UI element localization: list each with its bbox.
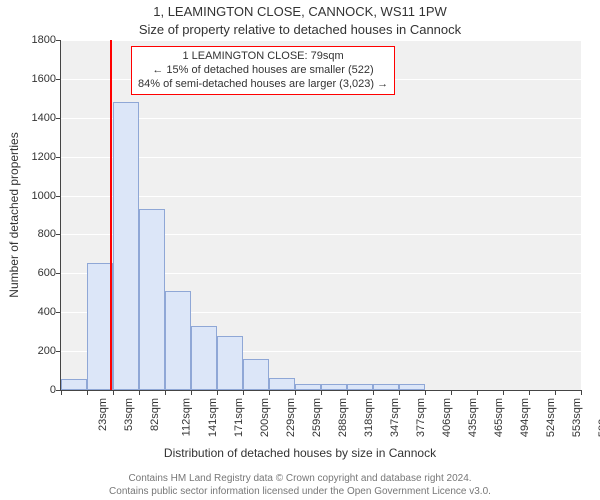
chart-subtitle: Size of property relative to detached ho…	[0, 22, 600, 37]
x-tick-label: 494sqm	[519, 398, 531, 437]
annotation-line-1: 1 LEAMINGTON CLOSE: 79sqm	[138, 50, 388, 64]
histogram-bar	[373, 384, 399, 390]
x-tick-label: 200sqm	[259, 398, 271, 437]
histogram-bar	[243, 359, 269, 390]
histogram-bar	[269, 378, 295, 390]
x-tick	[581, 390, 582, 395]
x-tick-label: 171sqm	[233, 398, 245, 437]
x-tick-label: 318sqm	[363, 398, 375, 437]
histogram-bar	[399, 384, 425, 390]
x-tick-label: 524sqm	[545, 398, 557, 437]
histogram-bar	[87, 263, 113, 390]
footer: Contains HM Land Registry data © Crown c…	[0, 473, 600, 498]
x-tick	[87, 390, 88, 395]
x-tick	[191, 390, 192, 395]
x-tick-label: 406sqm	[441, 398, 453, 437]
y-tick-label: 1600	[16, 73, 56, 85]
x-tick-label: 141sqm	[207, 398, 219, 437]
y-tick-label: 400	[16, 306, 56, 318]
y-tick-label: 600	[16, 267, 56, 279]
annotation-line-3: 84% of semi-detached houses are larger (…	[138, 78, 388, 92]
x-tick	[555, 390, 556, 395]
y-tick-label: 0	[16, 384, 56, 396]
y-tick-label: 1200	[16, 151, 56, 163]
x-tick	[321, 390, 322, 395]
x-tick	[373, 390, 374, 395]
x-tick	[399, 390, 400, 395]
x-tick-label: 259sqm	[311, 398, 323, 437]
histogram-bar	[321, 384, 347, 390]
y-tick	[56, 312, 61, 313]
histogram-bar	[139, 209, 165, 390]
annotation-box: 1 LEAMINGTON CLOSE: 79sqm ← 15% of detac…	[131, 46, 395, 95]
y-tick	[56, 234, 61, 235]
y-tick-label: 1000	[16, 190, 56, 202]
annotation-line-2: ← 15% of detached houses are smaller (52…	[138, 64, 388, 78]
x-tick-label: 347sqm	[389, 398, 401, 437]
x-tick	[451, 390, 452, 395]
x-tick	[61, 390, 62, 395]
x-tick-label: 82sqm	[149, 398, 161, 431]
chart-title: 1, LEAMINGTON CLOSE, CANNOCK, WS11 1PW	[0, 4, 600, 19]
x-tick-label: 465sqm	[493, 398, 505, 437]
x-tick	[503, 390, 504, 395]
gridline	[61, 196, 581, 197]
x-tick-label: 229sqm	[285, 398, 297, 437]
gridline	[61, 40, 581, 41]
y-tick	[56, 157, 61, 158]
x-tick	[243, 390, 244, 395]
x-tick	[269, 390, 270, 395]
x-tick-label: 377sqm	[415, 398, 427, 437]
histogram-bar	[295, 384, 321, 390]
y-tick-label: 1400	[16, 112, 56, 124]
x-tick	[113, 390, 114, 395]
x-tick-label: 435sqm	[467, 398, 479, 437]
histogram-bar	[113, 102, 139, 390]
gridline	[61, 118, 581, 119]
plot-area: 1 LEAMINGTON CLOSE: 79sqm ← 15% of detac…	[60, 40, 581, 391]
y-tick	[56, 196, 61, 197]
y-tick-label: 1800	[16, 34, 56, 46]
x-tick-label: 23sqm	[97, 398, 109, 431]
chart-container: { "title": "1, LEAMINGTON CLOSE, CANNOCK…	[0, 0, 600, 500]
x-tick	[217, 390, 218, 395]
x-tick	[165, 390, 166, 395]
x-tick	[139, 390, 140, 395]
marker-line	[110, 40, 112, 390]
histogram-bar	[61, 379, 87, 390]
x-tick	[425, 390, 426, 395]
y-tick	[56, 118, 61, 119]
x-tick	[529, 390, 530, 395]
footer-line-1: Contains HM Land Registry data © Crown c…	[0, 473, 600, 486]
gridline	[61, 157, 581, 158]
y-tick	[56, 273, 61, 274]
x-axis-title: Distribution of detached houses by size …	[0, 446, 600, 460]
x-tick-label: 112sqm	[180, 398, 192, 436]
histogram-bar	[165, 291, 191, 390]
footer-line-2: Contains public sector information licen…	[0, 486, 600, 499]
x-tick	[347, 390, 348, 395]
histogram-bar	[347, 384, 373, 390]
y-tick	[56, 79, 61, 80]
x-tick-label: 53sqm	[123, 398, 135, 431]
y-tick	[56, 40, 61, 41]
x-tick-label: 553sqm	[571, 398, 583, 437]
x-tick	[295, 390, 296, 395]
y-tick-label: 800	[16, 228, 56, 240]
x-tick	[477, 390, 478, 395]
histogram-bar	[217, 336, 243, 390]
y-tick-label: 200	[16, 345, 56, 357]
y-tick	[56, 351, 61, 352]
x-tick-label: 288sqm	[337, 398, 349, 437]
histogram-bar	[191, 326, 217, 390]
